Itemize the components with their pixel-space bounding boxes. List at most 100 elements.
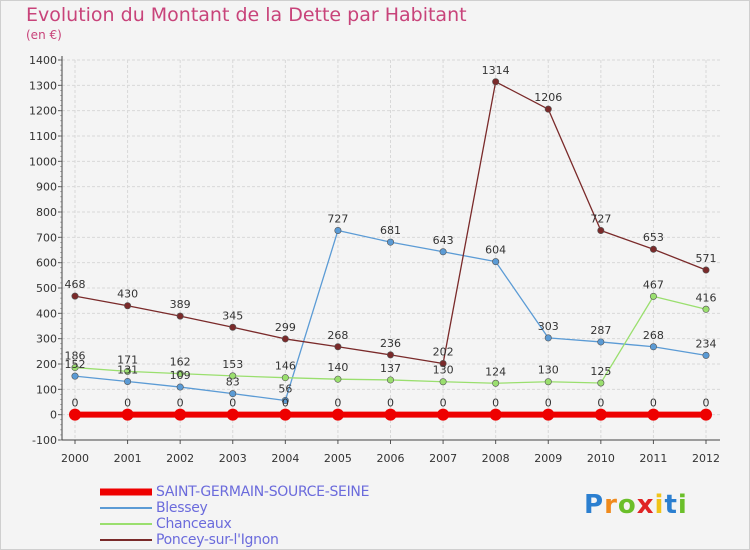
data-label-poncey-sur-l-ignon: 202	[433, 345, 454, 358]
data-point-blessey	[597, 338, 605, 346]
legend-entry: Chanceaux	[100, 516, 520, 532]
data-point-poncey-sur-l-ignon	[544, 105, 552, 113]
data-label-blessey: 152	[65, 358, 86, 371]
data-point-poncey-sur-l-ignon	[492, 78, 500, 86]
data-label-saint-germain-source-seine: 0	[229, 397, 236, 410]
data-label-chanceaux: 467	[643, 278, 664, 291]
data-label-blessey: 727	[327, 212, 348, 225]
data-point-poncey-sur-l-ignon	[597, 226, 605, 234]
x-tick-label: 2012	[692, 452, 720, 465]
data-label-chanceaux: 130	[538, 364, 559, 377]
y-tick-label: 1100	[29, 130, 57, 143]
data-label-poncey-sur-l-ignon: 268	[327, 329, 348, 342]
data-label-chanceaux: 140	[327, 361, 348, 374]
data-label-chanceaux: 153	[222, 358, 243, 371]
data-point-poncey-sur-l-ignon	[649, 245, 657, 253]
data-point-blessey	[649, 343, 657, 351]
data-point-chanceaux	[439, 378, 447, 386]
data-point-saint-germain-source-seine	[174, 408, 187, 421]
x-tick-label: 2005	[324, 452, 352, 465]
data-point-saint-germain-source-seine	[331, 408, 344, 421]
data-label-blessey: 83	[226, 376, 240, 389]
data-point-saint-germain-source-seine	[647, 408, 660, 421]
x-tick-label: 2010	[587, 452, 615, 465]
data-label-poncey-sur-l-ignon: 468	[65, 278, 86, 291]
data-label-blessey: 131	[117, 363, 138, 376]
data-point-poncey-sur-l-ignon	[71, 292, 79, 300]
data-label-blessey: 109	[170, 369, 191, 382]
data-label-poncey-sur-l-ignon: 571	[696, 252, 717, 265]
data-label-saint-germain-source-seine: 0	[72, 397, 79, 410]
data-point-poncey-sur-l-ignon	[176, 312, 184, 320]
data-point-chanceaux	[71, 364, 79, 372]
data-point-saint-germain-source-seine	[121, 408, 134, 421]
data-point-chanceaux	[229, 372, 237, 380]
data-point-chanceaux	[492, 379, 500, 387]
y-tick-label: 700	[36, 231, 57, 244]
data-point-blessey	[124, 377, 132, 385]
legend-swatch	[100, 539, 152, 541]
data-point-chanceaux	[702, 305, 710, 313]
x-tick-label: 2006	[377, 452, 405, 465]
data-label-saint-germain-source-seine: 0	[387, 397, 394, 410]
data-label-poncey-sur-l-ignon: 345	[222, 309, 243, 322]
legend-label: Chanceaux	[156, 516, 232, 532]
data-label-poncey-sur-l-ignon: 389	[170, 298, 191, 311]
logo-letter: o	[617, 490, 637, 520]
logo-letter: t	[664, 490, 678, 520]
data-point-blessey	[492, 258, 500, 266]
legend-swatch	[100, 488, 152, 496]
data-label-chanceaux: 137	[380, 362, 401, 375]
logo-letter: x	[636, 490, 655, 520]
y-tick-label: 900	[36, 181, 57, 194]
logo-letter: P	[584, 490, 605, 520]
data-label-chanceaux: 125	[590, 365, 611, 378]
x-tick-label: 2004	[271, 452, 299, 465]
data-point-chanceaux	[176, 370, 184, 378]
x-tick-label: 2000	[61, 452, 89, 465]
y-tick-label: 800	[36, 206, 57, 219]
proxiti-logo: Proxiti	[584, 490, 688, 520]
data-point-saint-germain-source-seine	[279, 408, 292, 421]
data-point-blessey	[176, 383, 184, 391]
data-label-poncey-sur-l-ignon: 727	[590, 212, 611, 225]
data-label-poncey-sur-l-ignon: 236	[380, 337, 401, 350]
y-tick-label: 0	[50, 409, 57, 422]
data-point-saint-germain-source-seine	[489, 408, 502, 421]
data-point-poncey-sur-l-ignon	[702, 266, 710, 274]
data-point-saint-germain-source-seine	[594, 408, 607, 421]
data-point-blessey	[229, 390, 237, 398]
y-tick-label: 500	[36, 282, 57, 295]
y-tick-label: 1200	[29, 105, 57, 118]
data-label-chanceaux: 146	[275, 360, 296, 373]
logo-letter: i	[677, 490, 688, 520]
data-label-blessey: 681	[380, 224, 401, 237]
data-label-chanceaux: 130	[433, 364, 454, 377]
data-label-poncey-sur-l-ignon: 430	[117, 288, 138, 301]
x-tick-label: 2003	[219, 452, 247, 465]
data-point-chanceaux	[649, 292, 657, 300]
logo-letter: r	[604, 490, 618, 520]
y-tick-label: 1300	[29, 79, 57, 92]
legend-entry: Blessey	[100, 500, 520, 516]
data-point-blessey	[386, 238, 394, 246]
x-tick-label: 2009	[534, 452, 562, 465]
data-label-poncey-sur-l-ignon: 1206	[534, 91, 562, 104]
y-tick-label: 400	[36, 307, 57, 320]
data-point-blessey	[281, 396, 289, 404]
data-label-saint-germain-source-seine: 0	[124, 397, 131, 410]
x-tick-label: 2011	[639, 452, 667, 465]
y-axis-unit: (en €)	[26, 28, 62, 42]
data-point-saint-germain-source-seine	[700, 408, 712, 421]
y-tick-label: -100	[32, 434, 57, 447]
data-point-poncey-sur-l-ignon	[439, 359, 447, 367]
data-label-saint-germain-source-seine: 0	[545, 397, 552, 410]
logo-letter: i	[654, 490, 665, 520]
y-tick-label: 300	[36, 333, 57, 346]
legend-swatch	[100, 507, 152, 509]
legend: SAINT-GERMAIN-SOURCE-SEINE Blessey Chancea…	[100, 484, 520, 548]
data-label-blessey: 303	[538, 320, 559, 333]
chart-title: Evolution du Montant de la Dette par Hab…	[26, 4, 467, 26]
data-point-poncey-sur-l-ignon	[281, 335, 289, 343]
data-label-saint-germain-source-seine: 0	[177, 397, 184, 410]
